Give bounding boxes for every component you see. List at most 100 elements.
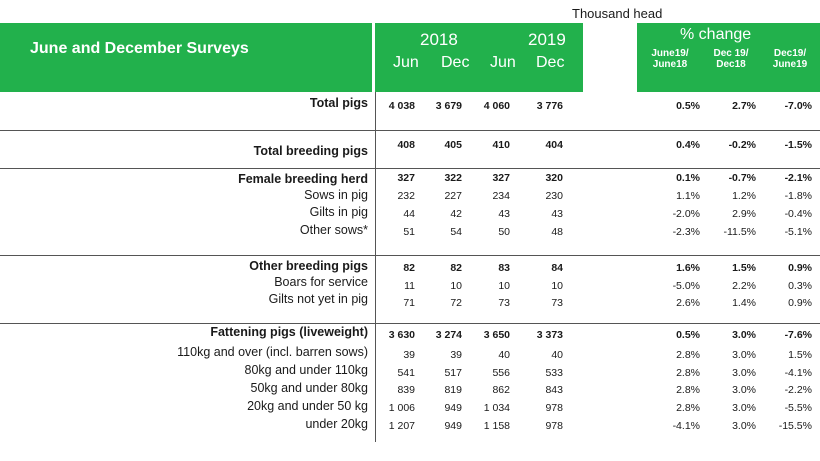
value-cell: 48 bbox=[551, 226, 563, 238]
value-cell: 4 060 bbox=[483, 100, 510, 112]
month-header: Jun bbox=[490, 54, 516, 71]
month-header: Dec bbox=[536, 54, 565, 71]
value-cell: 405 bbox=[444, 139, 462, 151]
year-2018: 2018 bbox=[420, 30, 458, 49]
pct-change-cell: 3.0% bbox=[732, 420, 756, 432]
value-cell: 82 bbox=[450, 262, 462, 274]
pct-change-cell: -11.5% bbox=[723, 226, 757, 238]
pct-change-cell: 2.2% bbox=[732, 280, 756, 292]
pct-change-cell: -0.7% bbox=[728, 172, 756, 184]
pct-change-cell: -5.0% bbox=[672, 280, 700, 292]
pct-change-cell: -0.2% bbox=[728, 139, 756, 151]
row-label: under 20kg bbox=[305, 417, 368, 431]
pct-change-cell: -7.6% bbox=[784, 329, 812, 341]
row-label: Total breeding pigs bbox=[253, 144, 368, 158]
value-cell: 1 034 bbox=[483, 402, 510, 414]
value-cell: 10 bbox=[498, 280, 510, 292]
value-cell: 71 bbox=[403, 297, 415, 309]
section-divider bbox=[0, 255, 820, 256]
row-label: Fattening pigs (liveweight) bbox=[210, 325, 368, 339]
row-label: 20kg and under 50 kg bbox=[247, 399, 368, 413]
value-cell: 84 bbox=[551, 262, 563, 274]
row-label: 80kg and under 110kg bbox=[244, 363, 368, 377]
value-cell: 517 bbox=[444, 367, 462, 379]
table-title: June and December Surveys bbox=[30, 40, 249, 57]
pct-change-cell: 0.9% bbox=[788, 262, 812, 274]
value-cell: 227 bbox=[444, 190, 462, 202]
value-cell: 949 bbox=[444, 402, 462, 414]
column-divider bbox=[375, 92, 376, 442]
pct-change-cell: -7.0% bbox=[784, 100, 812, 112]
pct-col-header: June19/June18 bbox=[651, 48, 689, 70]
value-cell: 843 bbox=[545, 384, 563, 396]
value-cell: 40 bbox=[498, 349, 510, 361]
value-cell: 83 bbox=[498, 262, 510, 274]
pct-change-cell: 1.1% bbox=[676, 190, 700, 202]
value-cell: 230 bbox=[545, 190, 563, 202]
row-label: Gilts in pig bbox=[309, 205, 368, 219]
year-2019: 2019 bbox=[528, 30, 566, 49]
value-cell: 4 038 bbox=[388, 100, 415, 112]
pct-change-cell: -0.4% bbox=[784, 208, 812, 220]
row-label: Gilts not yet in pig bbox=[268, 292, 368, 306]
value-cell: 73 bbox=[551, 297, 563, 309]
row-label: 110kg and over (incl. barren sows) bbox=[177, 345, 368, 359]
pct-change-cell: 3.0% bbox=[732, 329, 756, 341]
pct-change-cell: 2.8% bbox=[676, 384, 700, 396]
value-cell: 327 bbox=[397, 172, 415, 184]
pct-change-cell: 2.9% bbox=[732, 208, 756, 220]
value-cell: 320 bbox=[545, 172, 563, 184]
pct-change-cell: 1.2% bbox=[732, 190, 756, 202]
pct-change-cell: 1.5% bbox=[788, 349, 812, 361]
value-cell: 1 158 bbox=[483, 420, 510, 432]
row-label: Other sows* bbox=[299, 223, 368, 237]
month-header: Dec bbox=[441, 54, 470, 71]
row-label: Other breeding pigs bbox=[249, 259, 368, 273]
value-cell: 11 bbox=[404, 280, 415, 292]
value-cell: 978 bbox=[545, 402, 563, 414]
value-cell: 39 bbox=[450, 349, 462, 361]
units-label: Thousand head bbox=[572, 6, 663, 21]
value-cell: 839 bbox=[397, 384, 415, 396]
value-cell: 3 679 bbox=[435, 100, 462, 112]
pct-change-cell: -2.1% bbox=[784, 172, 812, 184]
value-cell: 404 bbox=[545, 139, 563, 151]
pct-change-cell: 1.4% bbox=[732, 297, 756, 309]
pct-change-cell: 2.8% bbox=[676, 349, 700, 361]
value-cell: 43 bbox=[551, 208, 563, 220]
value-cell: 1 207 bbox=[388, 420, 415, 432]
value-cell: 73 bbox=[498, 297, 510, 309]
value-cell: 10 bbox=[450, 280, 462, 292]
month-header: Jun bbox=[393, 54, 419, 71]
value-cell: 1 006 bbox=[388, 402, 415, 414]
pct-change-cell: -5.1% bbox=[784, 226, 812, 238]
section-divider bbox=[0, 130, 820, 131]
row-label: Total pigs bbox=[309, 96, 368, 110]
value-cell: 3 776 bbox=[536, 100, 563, 112]
pct-change-cell: -2.2% bbox=[784, 384, 812, 396]
row-label: Boars for service bbox=[274, 275, 368, 289]
row-label: Female breeding herd bbox=[238, 172, 368, 186]
pct-col-header: Dec 19/Dec18 bbox=[713, 48, 749, 70]
value-cell: 410 bbox=[492, 139, 510, 151]
pct-change-cell: 0.5% bbox=[676, 329, 700, 341]
value-cell: 533 bbox=[545, 367, 563, 379]
value-cell: 43 bbox=[498, 208, 510, 220]
pct-change-cell: -15.5% bbox=[778, 420, 812, 432]
value-cell: 232 bbox=[397, 190, 415, 202]
pct-change-cell: 0.1% bbox=[676, 172, 700, 184]
value-cell: 42 bbox=[450, 208, 462, 220]
value-cell: 234 bbox=[492, 190, 510, 202]
header-pct-cell bbox=[637, 23, 820, 92]
value-cell: 54 bbox=[450, 226, 462, 238]
row-label: Sows in pig bbox=[304, 188, 368, 202]
value-cell: 3 373 bbox=[536, 329, 563, 341]
pct-change-cell: 3.0% bbox=[732, 384, 756, 396]
pct-change-cell: -4.1% bbox=[784, 367, 812, 379]
pct-change-cell: 1.5% bbox=[732, 262, 756, 274]
header-years-cell bbox=[375, 23, 583, 92]
value-cell: 949 bbox=[444, 420, 462, 432]
pct-change-cell: 3.0% bbox=[732, 349, 756, 361]
value-cell: 40 bbox=[551, 349, 563, 361]
pct-change-title: % change bbox=[680, 26, 752, 43]
